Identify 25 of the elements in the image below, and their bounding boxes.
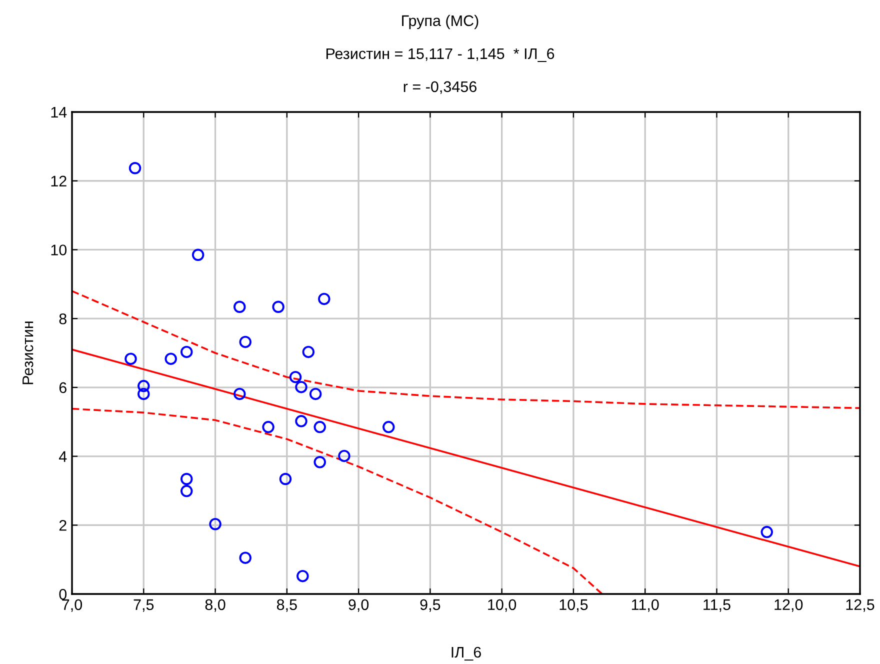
x-tick-label: 9,5: [420, 599, 440, 612]
y-tick-label: 8: [59, 313, 66, 324]
y-tick-label: 0: [59, 588, 67, 600]
y-tick-label: 12: [51, 176, 66, 186]
x-tick-label: 12,5: [846, 599, 874, 612]
x-tick-label: 10,5: [560, 599, 588, 612]
x-tick-label: 8,5: [276, 599, 297, 612]
x-tick-label: 10,0: [488, 599, 516, 612]
x-tick-label: 9,0: [348, 599, 369, 612]
x-tick-label: 8,0: [205, 599, 226, 612]
text: r = -0,3456: [404, 81, 476, 94]
y-tick-label: 6: [59, 382, 66, 394]
chart-subtitle: Резистин = 15,117 - 1,145 * ІЛ_6: [326, 48, 554, 62]
y-axis-title: Резистин: [22, 322, 34, 384]
y-tick-label: 10: [51, 244, 67, 256]
chart-title: Група (МС): [402, 14, 478, 30]
x-tick-label: 7,5: [134, 599, 154, 612]
y-tick-label: 2: [59, 520, 66, 531]
y-tick-label: 14: [51, 107, 67, 118]
x-tick-label: 11,0: [632, 599, 659, 612]
x-tick-label: 7,0: [62, 599, 82, 612]
x-tick-label: 12,0: [774, 599, 803, 612]
y-tick-label: 4: [58, 451, 67, 462]
x-axis-title: ІЛ_6: [452, 646, 481, 661]
x-tick-label: 11,5: [704, 599, 730, 612]
